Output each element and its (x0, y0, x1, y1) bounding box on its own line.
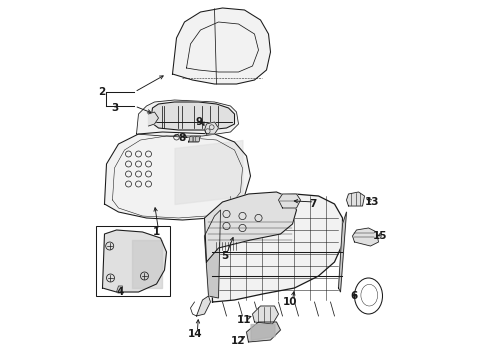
Polygon shape (104, 132, 250, 220)
Polygon shape (136, 100, 238, 136)
Polygon shape (150, 102, 234, 130)
Text: 9: 9 (195, 117, 203, 127)
Text: 15: 15 (372, 231, 387, 241)
FancyBboxPatch shape (189, 137, 192, 141)
Text: 3: 3 (111, 103, 118, 113)
Polygon shape (102, 230, 166, 292)
Polygon shape (352, 228, 378, 246)
Polygon shape (246, 322, 280, 342)
FancyBboxPatch shape (96, 226, 170, 296)
Polygon shape (196, 296, 210, 316)
Text: 1: 1 (153, 227, 160, 237)
Text: 2: 2 (98, 87, 105, 97)
Text: 5: 5 (221, 251, 228, 261)
Polygon shape (188, 136, 200, 142)
Polygon shape (252, 306, 278, 324)
FancyBboxPatch shape (195, 137, 199, 141)
Polygon shape (204, 192, 296, 262)
Text: 13: 13 (365, 197, 379, 207)
Ellipse shape (360, 284, 377, 306)
Polygon shape (204, 210, 220, 298)
Text: 11: 11 (237, 315, 251, 325)
Polygon shape (338, 212, 346, 292)
Ellipse shape (354, 278, 382, 314)
Text: 8: 8 (179, 133, 186, 143)
Text: 6: 6 (350, 291, 357, 301)
Polygon shape (278, 194, 300, 208)
Polygon shape (148, 112, 158, 126)
Text: 14: 14 (187, 329, 202, 339)
Text: 10: 10 (283, 297, 297, 307)
Text: 12: 12 (230, 336, 244, 346)
Polygon shape (172, 8, 270, 84)
FancyBboxPatch shape (193, 137, 197, 141)
Text: 4: 4 (117, 287, 124, 297)
Polygon shape (210, 194, 342, 302)
Polygon shape (204, 122, 218, 134)
Polygon shape (116, 286, 122, 292)
Text: 7: 7 (308, 199, 316, 209)
Polygon shape (346, 192, 364, 206)
